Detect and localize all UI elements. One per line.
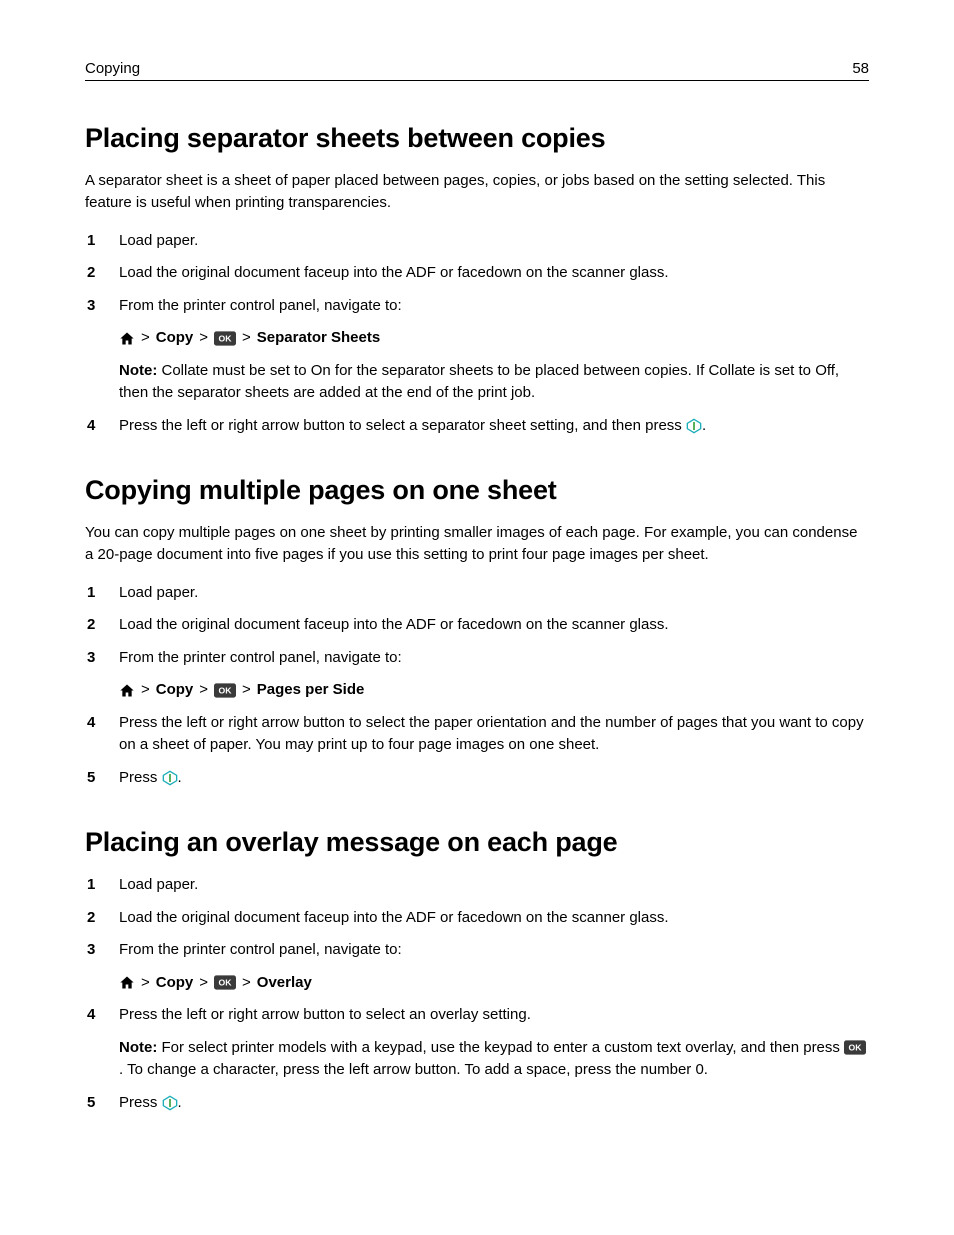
step-text: From the printer control panel, navigate…: [119, 649, 402, 666]
section-title: Placing separator sheets between copies: [85, 123, 869, 154]
step-item: 5 Press .: [85, 767, 869, 790]
step-number: 3: [87, 939, 95, 962]
step-item: 4 Press the left or right arrow button t…: [85, 415, 869, 438]
step-text: Load the original document faceup into t…: [119, 616, 669, 633]
steps-list: 1 Load paper. 2 Load the original docume…: [85, 230, 869, 438]
nav-separator: >: [141, 679, 150, 702]
nav-separator: >: [199, 679, 208, 702]
ok-icon: OK: [214, 683, 236, 698]
start-icon: [162, 1095, 178, 1111]
nav-separator: >: [242, 679, 251, 702]
home-icon: [119, 331, 135, 346]
section-intro: You can copy multiple pages on one sheet…: [85, 522, 869, 566]
step-text: Load the original document faceup into t…: [119, 909, 669, 926]
note-text: Collate must be set to On for the separa…: [119, 362, 839, 402]
step-number: 4: [87, 415, 95, 438]
step-number: 1: [87, 874, 95, 897]
nav-path: > Copy > OK > Separator Sheets: [119, 327, 869, 350]
step-number: 4: [87, 1004, 95, 1027]
ok-icon: OK: [844, 1040, 866, 1055]
step-number: 5: [87, 1092, 95, 1115]
step-text: Load paper.: [119, 232, 198, 249]
nav-path: > Copy > OK > Overlay: [119, 972, 869, 995]
nav-separator: >: [199, 972, 208, 995]
step-text: Load the original document faceup into t…: [119, 264, 669, 281]
step-item: 2 Load the original document faceup into…: [85, 907, 869, 930]
step-item: 4 Press the left or right arrow button t…: [85, 712, 869, 757]
step-text: From the printer control panel, navigate…: [119, 297, 402, 314]
step-text: .: [178, 769, 182, 786]
nav-separator: >: [141, 972, 150, 995]
nav-separator: >: [242, 327, 251, 350]
start-icon: [686, 418, 702, 434]
nav-separator: >: [141, 327, 150, 350]
ok-icon: OK: [214, 331, 236, 346]
svg-text:OK: OK: [219, 978, 233, 988]
header-section: Copying: [85, 60, 140, 77]
ok-icon: OK: [214, 975, 236, 990]
home-icon: [119, 975, 135, 990]
step-text: Load paper.: [119, 584, 198, 601]
step-item: 5 Press .: [85, 1092, 869, 1115]
nav-path: > Copy > OK > Pages per Side: [119, 679, 869, 702]
step-number: 2: [87, 614, 95, 637]
step-text: Press the left or right arrow button to …: [119, 417, 686, 434]
nav-item: Separator Sheets: [257, 327, 380, 350]
page-header: Copying 58: [85, 60, 869, 81]
note-label: Note:: [119, 1039, 157, 1056]
step-number: 4: [87, 712, 95, 735]
step-item: 3 From the printer control panel, naviga…: [85, 295, 869, 405]
note-text: For select printer models with a keypad,…: [157, 1039, 844, 1056]
step-number: 2: [87, 907, 95, 930]
step-number: 1: [87, 230, 95, 253]
step-text: .: [702, 417, 706, 434]
step-item: 1 Load paper.: [85, 582, 869, 605]
nav-separator: >: [199, 327, 208, 350]
note-block: Note: Collate must be set to On for the …: [119, 360, 869, 405]
document-page: Copying 58 Placing separator sheets betw…: [0, 0, 954, 1235]
step-number: 2: [87, 262, 95, 285]
step-text: Press: [119, 1094, 162, 1111]
note-label: Note:: [119, 362, 157, 379]
step-number: 3: [87, 295, 95, 318]
step-item: 4 Press the left or right arrow button t…: [85, 1004, 869, 1082]
steps-list: 1 Load paper. 2 Load the original docume…: [85, 582, 869, 790]
step-item: 1 Load paper.: [85, 874, 869, 897]
step-item: 1 Load paper.: [85, 230, 869, 253]
header-page-number: 58: [852, 60, 869, 77]
note-text: . To change a character, press the left …: [119, 1061, 708, 1078]
nav-item: Copy: [156, 972, 194, 995]
step-text: Load paper.: [119, 876, 198, 893]
section-title: Placing an overlay message on each page: [85, 827, 869, 858]
steps-list: 1 Load paper. 2 Load the original docume…: [85, 874, 869, 1114]
step-number: 5: [87, 767, 95, 790]
nav-separator: >: [242, 972, 251, 995]
step-text: .: [178, 1094, 182, 1111]
start-icon: [162, 770, 178, 786]
svg-text:OK: OK: [219, 685, 233, 695]
section-intro: A separator sheet is a sheet of paper pl…: [85, 170, 869, 214]
step-item: 2 Load the original document faceup into…: [85, 262, 869, 285]
step-item: 3 From the printer control panel, naviga…: [85, 939, 869, 994]
step-text: From the printer control panel, navigate…: [119, 941, 402, 958]
nav-item: Pages per Side: [257, 679, 365, 702]
step-number: 1: [87, 582, 95, 605]
step-text: Press the left or right arrow button to …: [119, 714, 864, 754]
step-text: Press the left or right arrow button to …: [119, 1006, 531, 1023]
note-block: Note: For select printer models with a k…: [119, 1037, 869, 1082]
nav-item: Copy: [156, 327, 194, 350]
svg-text:OK: OK: [849, 1043, 863, 1053]
step-item: 2 Load the original document faceup into…: [85, 614, 869, 637]
nav-item: Overlay: [257, 972, 312, 995]
svg-text:OK: OK: [219, 333, 233, 343]
section-title: Copying multiple pages on one sheet: [85, 475, 869, 506]
step-text: Press: [119, 769, 162, 786]
step-item: 3 From the printer control panel, naviga…: [85, 647, 869, 702]
home-icon: [119, 683, 135, 698]
step-number: 3: [87, 647, 95, 670]
nav-item: Copy: [156, 679, 194, 702]
